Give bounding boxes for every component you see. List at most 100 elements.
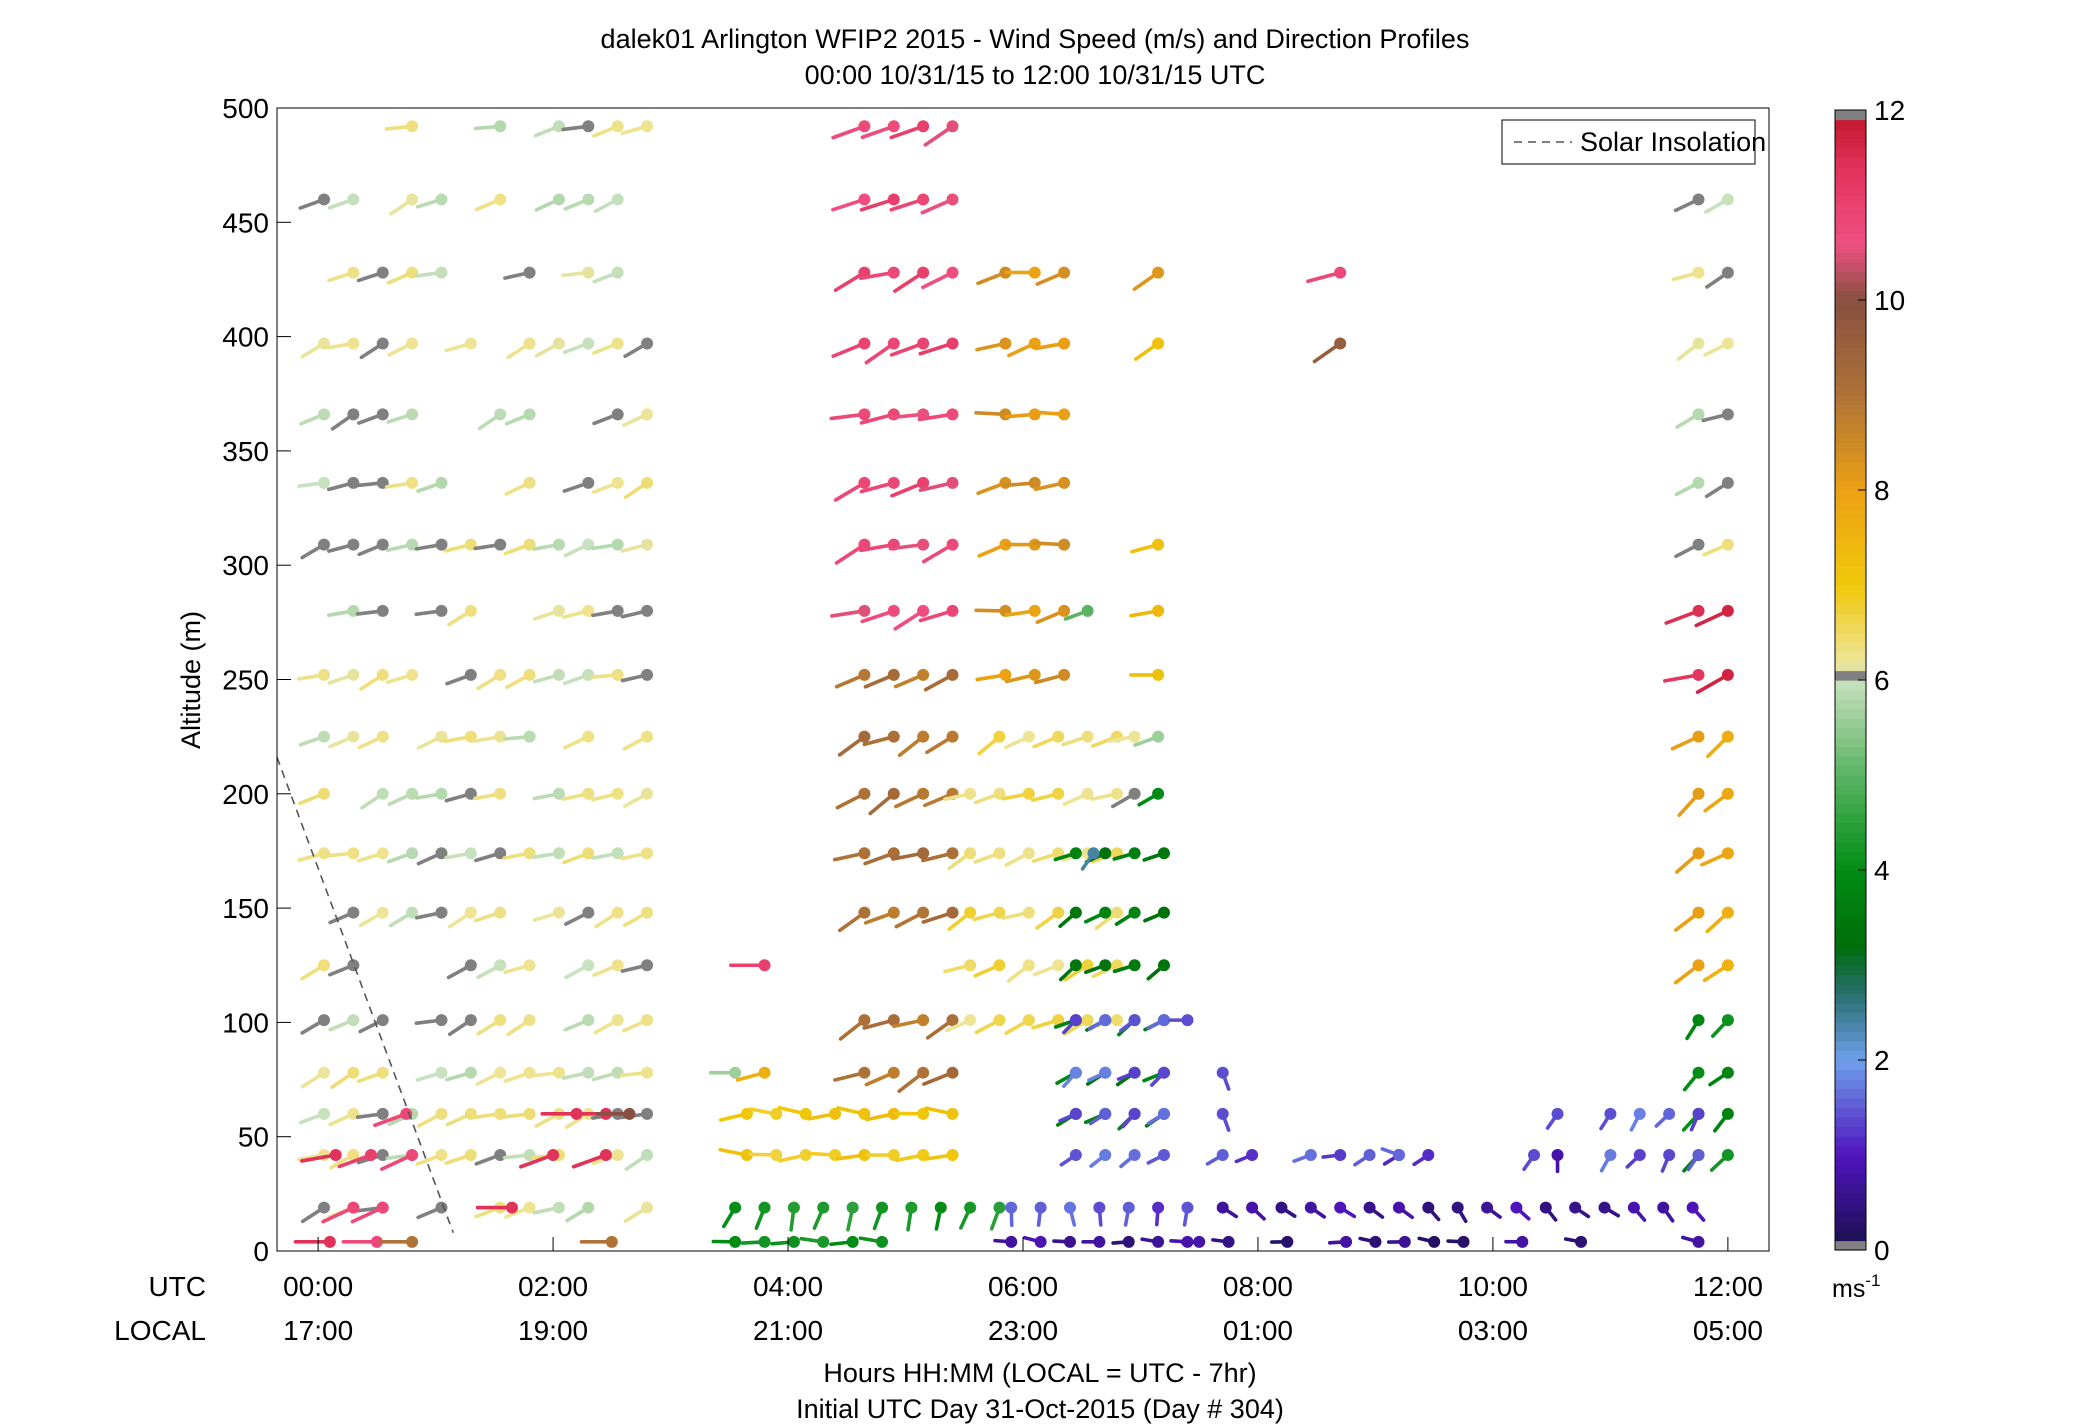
- wind-barb-point: [858, 604, 871, 617]
- y-tick-label: 150: [222, 893, 269, 924]
- colorbar-segment: [1835, 898, 1866, 909]
- wind-barb-point: [946, 906, 959, 919]
- wind-barb-point: [1058, 476, 1071, 489]
- wind-barb-point: [464, 1014, 477, 1027]
- wind-barb-point: [858, 1066, 871, 1079]
- wind-barb-point: [376, 266, 389, 279]
- colorbar-segment: [1835, 376, 1866, 387]
- wind-barb-point: [858, 787, 871, 800]
- wind-barb-point: [858, 730, 871, 743]
- wind-barb-point: [1157, 1148, 1170, 1161]
- colorbar-segment: [1835, 537, 1866, 548]
- wind-barb-point: [1128, 1148, 1141, 1161]
- wind-barb-point: [611, 337, 624, 350]
- wind-barb-point: [1052, 906, 1065, 919]
- colorbar-segment: [1835, 157, 1866, 168]
- wind-barb-point: [1392, 1201, 1405, 1214]
- wind-barb-point: [1128, 959, 1141, 972]
- wind-barb-point: [376, 604, 389, 617]
- wind-barb-point: [1152, 730, 1165, 743]
- wind-barb-point: [858, 408, 871, 421]
- wind-barb-point: [887, 1148, 900, 1161]
- colorbar-segment: [1835, 718, 1866, 729]
- wind-barb-point: [999, 337, 1012, 350]
- wind-barb-point: [605, 1235, 618, 1248]
- wind-barb-point: [1052, 730, 1065, 743]
- wind-barb-point: [317, 408, 330, 421]
- wind-barb-point: [523, 538, 536, 551]
- wind-barb-point: [817, 1235, 830, 1248]
- wind-barbs: [293, 120, 1734, 1248]
- wind-barb-point: [1216, 1066, 1229, 1079]
- colorbar-segment: [1835, 585, 1866, 596]
- wind-barb-point: [1721, 193, 1734, 206]
- wind-barb-point: [1422, 1201, 1435, 1214]
- wind-barb-point: [1721, 1066, 1734, 1079]
- colorbar-segment: [1835, 965, 1866, 976]
- colorbar-segment: [1835, 594, 1866, 605]
- wind-barb-point: [435, 193, 448, 206]
- wind-barb-point: [964, 1201, 977, 1214]
- wind-barb-point: [464, 337, 477, 350]
- colorbar-segment: [1835, 1136, 1866, 1147]
- wind-barb-point: [1692, 193, 1705, 206]
- wind-barb-point: [1451, 1201, 1464, 1214]
- wind-barb-point: [376, 730, 389, 743]
- wind-barb-point: [347, 1066, 360, 1079]
- wind-barb-point: [1152, 337, 1165, 350]
- wind-barb-point: [376, 538, 389, 551]
- wind-barb-point: [641, 538, 654, 551]
- wind-barb-point: [623, 1107, 636, 1120]
- wind-barb-point: [993, 787, 1006, 800]
- wind-barb-point: [347, 668, 360, 681]
- wind-barb-point: [917, 1107, 930, 1120]
- wind-barb-point: [641, 604, 654, 617]
- wind-barb-point: [858, 1107, 871, 1120]
- wind-barb-point: [946, 730, 959, 743]
- wind-barb-point: [582, 604, 595, 617]
- colorbar-segment: [1835, 556, 1866, 567]
- wind-barb-point: [641, 337, 654, 350]
- colorbar-segment: [1835, 1088, 1866, 1099]
- wind-barb-point: [999, 668, 1012, 681]
- wind-barb-point: [887, 120, 900, 133]
- colorbar-segment: [1835, 851, 1866, 862]
- colorbar-segment: [1835, 423, 1866, 434]
- wind-barb-point: [799, 1107, 812, 1120]
- wind-barb-point: [1663, 1148, 1676, 1161]
- wind-barb-point: [1281, 1235, 1294, 1248]
- wind-barb-point: [917, 730, 930, 743]
- wind-barb-point: [347, 906, 360, 919]
- colorbar-segment: [1835, 385, 1866, 396]
- colorbar-segment: [1835, 1060, 1866, 1071]
- wind-barb-point: [494, 408, 507, 421]
- wind-barb-point: [1721, 266, 1734, 279]
- wind-barb-point: [1081, 787, 1094, 800]
- wind-barb-point: [946, 193, 959, 206]
- wind-barb-point: [1099, 847, 1112, 860]
- wind-barb-point: [1081, 959, 1094, 972]
- colorbar-segment: [1835, 129, 1866, 140]
- wind-barb-point: [582, 730, 595, 743]
- wind-barb-point: [1692, 266, 1705, 279]
- wind-barb-point: [370, 1235, 383, 1248]
- wind-barb-point: [582, 1201, 595, 1214]
- wind-barb-point: [552, 906, 565, 919]
- wind-barb-point: [729, 1066, 742, 1079]
- wind-barb-point: [1692, 730, 1705, 743]
- wind-barb-point: [406, 193, 419, 206]
- wind-barb-point: [611, 266, 624, 279]
- wind-barb-point: [1063, 1235, 1076, 1248]
- wind-barb-point: [523, 668, 536, 681]
- wind-barb-point: [1157, 847, 1170, 860]
- wind-barb-point: [347, 538, 360, 551]
- wind-barb-point: [1093, 1201, 1106, 1214]
- colorbar-segment: [1835, 1012, 1866, 1023]
- colorbar-segment: [1835, 1079, 1866, 1090]
- wind-barb-point: [964, 906, 977, 919]
- colorbar-segment: [1835, 737, 1866, 748]
- wind-barb-point: [317, 787, 330, 800]
- wind-barb-point: [1122, 1201, 1135, 1214]
- wind-barb-point: [435, 847, 448, 860]
- colorbar-segment: [1835, 946, 1866, 957]
